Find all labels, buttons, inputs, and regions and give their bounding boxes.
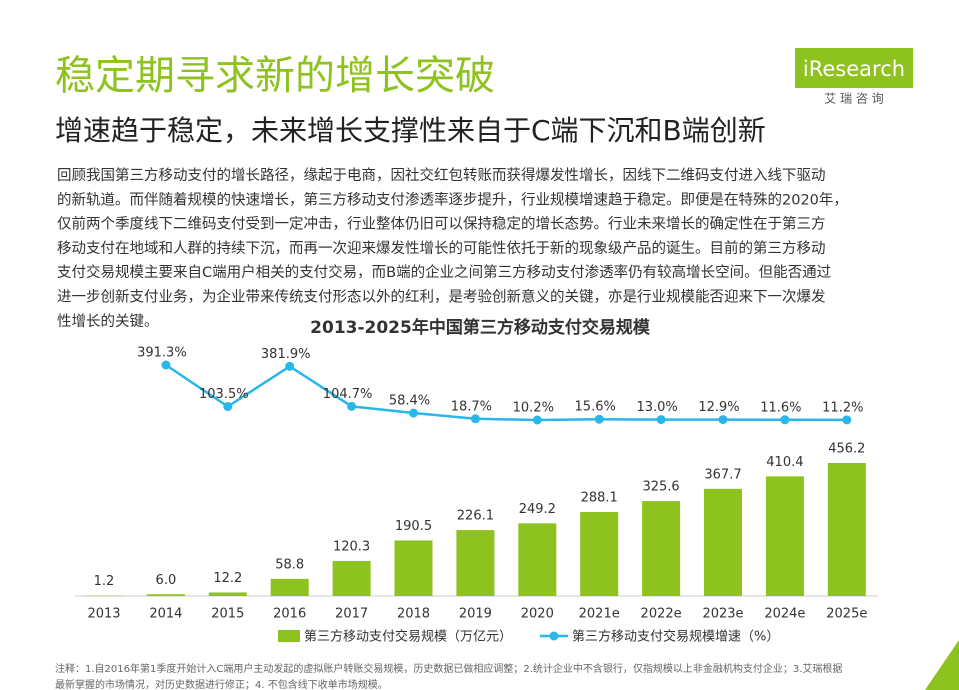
line-label: 11.6% <box>760 400 801 415</box>
line-point <box>161 360 171 370</box>
line-point <box>223 402 233 412</box>
subtitle: 增速趋于稳定，未来增长支撑性来自于C端下沉和B端创新 <box>55 114 766 147</box>
x-tick-label: 2022e <box>641 607 682 622</box>
line-point <box>532 415 542 425</box>
line-label: 391.3% <box>137 346 187 361</box>
x-tick-label: 2025e <box>826 607 867 622</box>
bar-label: 249.2 <box>519 502 556 517</box>
bar-label: 190.5 <box>395 519 432 534</box>
bar <box>518 523 557 596</box>
x-tick-label: 2023e <box>702 607 743 622</box>
bar-label: 288.1 <box>581 491 618 506</box>
body-line: 进一步创新支付业务，为企业带来传统支付形态以外的红利，是考验创新意义的关键，亦是… <box>57 288 826 306</box>
bar-label: 6.0 <box>156 573 177 588</box>
line-label: 15.6% <box>575 400 616 415</box>
line-point <box>780 415 790 425</box>
bar <box>642 501 681 596</box>
legend-swatch <box>278 630 300 642</box>
line-label: 58.4% <box>389 394 430 409</box>
bar <box>146 594 185 596</box>
body-line: 支付交易规模主要来自C端用户相关的支付交易，而B端的企业之间第三方移动支付渗透率… <box>57 263 831 281</box>
bar-label: 120.3 <box>333 539 370 554</box>
line-point <box>718 415 728 425</box>
bar <box>208 592 247 596</box>
bar-label: 58.8 <box>275 557 304 572</box>
footnote: 注释：1.自2016年第1季度开始计入C端用户主动发起的虚拟账户转账交易规模，历… <box>55 662 842 675</box>
line-point <box>594 414 604 424</box>
line-point <box>842 415 852 425</box>
bar <box>765 476 804 596</box>
logo: iResearch <box>803 57 905 81</box>
bar-label: 456.2 <box>828 442 865 457</box>
bar <box>394 540 433 596</box>
x-tick-label: 2021e <box>579 607 620 622</box>
line <box>165 363 847 422</box>
line-label: 10.2% <box>513 401 554 416</box>
logo-box <box>795 48 913 88</box>
body-line: 移动支付在地域和人群的持续下沉，而再一次迎来爆发性增长的可能性依托于新的现象级产… <box>57 239 826 257</box>
bar-label: 367.7 <box>704 467 741 482</box>
bar <box>270 578 309 596</box>
bar-label: 410.4 <box>766 455 803 470</box>
line-point <box>347 401 357 411</box>
x-tick-label: 2018 <box>397 607 430 622</box>
title: 稳定期寻求新的增长突破 <box>55 53 495 99</box>
line-label: 103.5% <box>199 387 249 402</box>
chart-title: 2013-2025年中国第三方移动支付交易规模 <box>310 317 651 338</box>
x-tick-label: 2014 <box>149 607 182 622</box>
line-label: 12.9% <box>698 400 739 415</box>
x-tick-label: 2019 <box>459 607 492 622</box>
bar <box>456 530 495 596</box>
x-tick-label: 2015 <box>211 607 244 622</box>
bar-label: 226.1 <box>457 509 494 524</box>
line-point <box>285 361 295 371</box>
x-tick-label: 2016 <box>273 607 306 622</box>
bar <box>827 463 866 596</box>
bar <box>704 488 742 596</box>
line-label: 381.9% <box>261 347 311 362</box>
line-label: 18.7% <box>451 399 492 414</box>
x-tick-label: 2024e <box>764 607 805 622</box>
line-label: 13.0% <box>636 400 677 415</box>
body-line: 的新轨道。而伴随着规模的快速增长，第三方移动支付渗透率逐步提升，行业规模增速趋于… <box>57 190 848 208</box>
footnote: 最新掌握的市场情况，对历史数据进行修正；4. 不包含线下收单市场规模。 <box>55 678 388 690</box>
legend-swatch <box>549 631 559 641</box>
bar-label: 12.2 <box>213 571 242 586</box>
line-label: 104.7% <box>323 387 373 402</box>
bar <box>332 560 371 596</box>
body-line: 仅前两个季度线下二维码支付受到一定冲击，行业整体仍旧可以保持稳定的增长态势。行业… <box>57 215 826 233</box>
corner-deco <box>925 640 959 690</box>
legend-label: 第三方移动支付交易规模（万亿元） <box>304 629 512 645</box>
line-point <box>409 408 418 418</box>
line-label: 11.2% <box>822 400 863 415</box>
bar-label: 325.6 <box>642 480 679 495</box>
line-point <box>656 415 666 425</box>
bar-label: 1.2 <box>94 574 115 589</box>
bar <box>580 512 619 596</box>
x-tick-label: 2020 <box>521 607 554 622</box>
legend-label: 第三方移动支付交易规模增速（%） <box>572 629 779 645</box>
x-tick-label: 2017 <box>335 607 368 622</box>
x-tick-label: 2013 <box>87 607 120 622</box>
logo-cn: 艾 瑞 咨 询 <box>824 91 883 106</box>
line-point <box>470 414 480 424</box>
body-line: 回顾我国第三方移动支付的增长路径，缘起于电商，因社交红包转账而获得爆发性增长，因… <box>57 166 826 184</box>
body-line: 性增长的关键。 <box>57 313 159 330</box>
